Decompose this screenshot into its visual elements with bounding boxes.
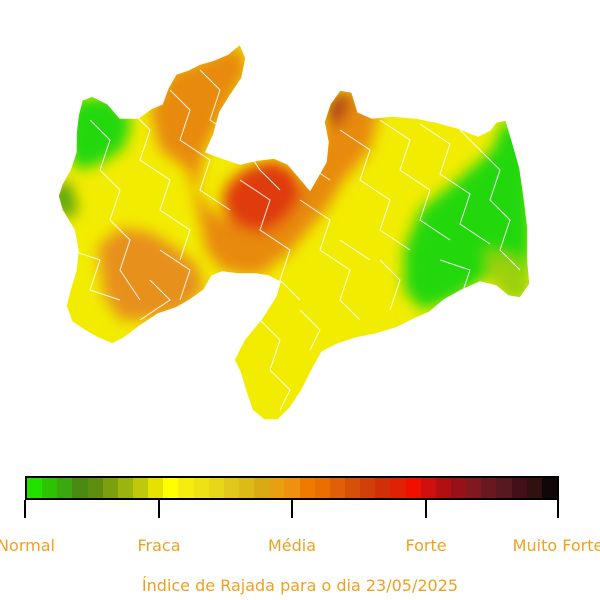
scale-swatch — [148, 478, 164, 498]
scale-swatch — [42, 478, 58, 498]
scale-swatch — [375, 478, 391, 498]
scale-swatch — [329, 478, 345, 498]
tick-forte — [425, 500, 427, 518]
map-fill — [58, 44, 530, 420]
legend-label-muito-forte: Muito Forte — [512, 536, 600, 555]
tick-normal — [24, 500, 26, 518]
scale-swatch — [57, 478, 73, 498]
scale-swatch — [132, 478, 149, 498]
map — [57, 42, 531, 421]
scale-swatch — [405, 478, 421, 498]
scale-swatch — [466, 478, 482, 498]
scale-swatch — [208, 478, 224, 498]
scale-swatch — [27, 478, 43, 498]
map-caption: Índice de Rajada para o dia 23/05/2025 — [141, 576, 459, 595]
scale-swatch — [314, 478, 330, 498]
scale-swatch — [496, 478, 512, 498]
legend-label-forte: Forte — [405, 536, 447, 555]
scale-swatch — [360, 478, 376, 498]
scale-swatch — [72, 478, 88, 498]
scale-swatch — [435, 478, 451, 498]
scale-swatch — [541, 478, 557, 498]
scale-swatch — [344, 478, 361, 498]
scale-swatch — [299, 478, 315, 498]
scale-swatch — [223, 478, 239, 498]
legend-label-fraca: Fraca — [137, 536, 181, 555]
tick-media — [291, 500, 293, 518]
legend-label-normal: Normal — [0, 536, 55, 555]
scale-swatch — [238, 478, 255, 498]
tick-muito-forte — [557, 500, 559, 518]
scale-swatch — [117, 478, 133, 498]
scale-swatch — [526, 478, 542, 498]
scale-swatch — [87, 478, 103, 498]
scale-swatch — [511, 478, 527, 498]
legend-label-media: Média — [267, 536, 317, 555]
state-map — [57, 42, 531, 421]
scale-swatch — [284, 478, 300, 498]
scale-swatch — [390, 478, 406, 498]
scale-swatch — [163, 478, 179, 498]
scale-swatch — [178, 478, 194, 498]
scale-swatch — [420, 478, 436, 498]
scale-swatch — [102, 478, 118, 498]
scale-swatch — [269, 478, 285, 498]
state-outline — [57, 42, 531, 421]
color-scale-bar — [25, 476, 559, 500]
tick-fraca — [158, 500, 160, 518]
scale-swatch — [481, 478, 497, 498]
scale-swatch — [193, 478, 209, 498]
scale-swatch — [450, 478, 467, 498]
scale-swatch — [254, 478, 270, 498]
